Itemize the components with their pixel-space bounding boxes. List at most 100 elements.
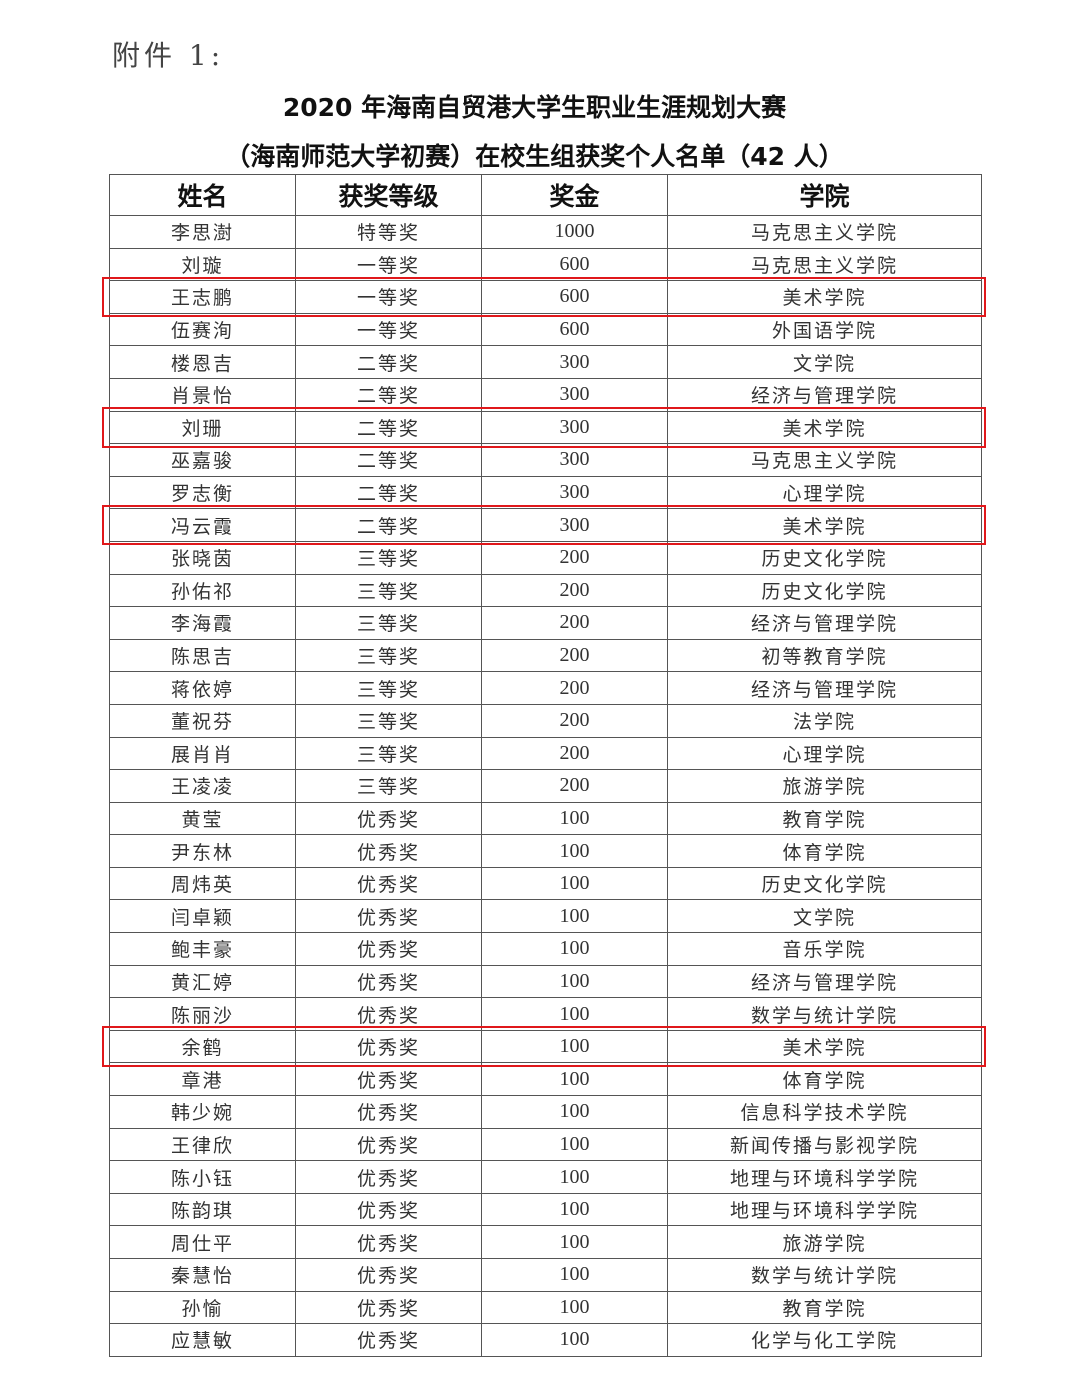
cell-name: 孙佑祁 <box>109 573 296 608</box>
cell-prize: 1000 <box>481 215 668 249</box>
cell-prize: 100 <box>481 997 668 1031</box>
cell-level: 二等奖 <box>295 410 482 445</box>
cell-name: 肖景怡 <box>109 377 296 412</box>
cell-level: 优秀奖 <box>295 932 482 966</box>
cell-college: 数学与统计学院 <box>667 997 982 1031</box>
header-level: 获奖等级 <box>295 174 482 216</box>
cell-level: 二等奖 <box>295 377 482 412</box>
cell-name: 刘珊 <box>109 410 296 445</box>
cell-college: 化学与化工学院 <box>667 1323 982 1357</box>
table-row: 闫卓颖 优秀奖 100 文学院 <box>109 899 982 934</box>
header-name: 姓名 <box>109 174 296 216</box>
cell-prize: 100 <box>481 1160 668 1194</box>
cell-name: 展肖肖 <box>109 736 296 771</box>
cell-prize: 300 <box>481 475 668 510</box>
cell-name: 韩少婉 <box>109 1095 296 1129</box>
cell-level: 优秀奖 <box>295 1127 482 1162</box>
cell-prize: 100 <box>481 1029 668 1064</box>
cell-level: 三等奖 <box>295 606 482 640</box>
cell-college: 文学院 <box>667 899 982 934</box>
cell-college: 文学院 <box>667 345 982 379</box>
cell-name: 陈小钰 <box>109 1160 296 1194</box>
cell-college: 地理与环境科学学院 <box>667 1160 982 1194</box>
cell-name: 王志鹏 <box>109 280 296 314</box>
cell-college: 美术学院 <box>667 410 982 445</box>
cell-name: 罗志衡 <box>109 475 296 510</box>
cell-name: 董祝芬 <box>109 703 296 738</box>
table-row: 王凌凌 三等奖 200 旅游学院 <box>109 769 982 803</box>
cell-name: 应慧敏 <box>109 1323 296 1357</box>
cell-level: 特等奖 <box>295 215 482 249</box>
cell-prize: 100 <box>481 834 668 868</box>
cell-level: 优秀奖 <box>295 1323 482 1357</box>
cell-prize: 200 <box>481 573 668 608</box>
cell-level: 优秀奖 <box>295 1095 482 1129</box>
cell-college: 经济与管理学院 <box>667 671 982 705</box>
cell-college: 体育学院 <box>667 834 982 868</box>
cell-name: 秦慧怡 <box>109 1258 296 1292</box>
cell-level: 优秀奖 <box>295 866 482 901</box>
table-row: 冯云霞 二等奖 300 美术学院 <box>109 508 982 542</box>
table-row: 陈丽沙 优秀奖 100 数学与统计学院 <box>109 997 982 1031</box>
cell-level: 优秀奖 <box>295 997 482 1031</box>
award-table: 姓名 获奖等级 奖金 学院 李思澍 特等奖 1000 马克思主义学院 刘璇 一等奖 600 马… <box>109 174 982 1357</box>
cell-prize: 200 <box>481 606 668 640</box>
table-row: 陈思吉 三等奖 200 初等教育学院 <box>109 638 982 673</box>
cell-college: 马克思主义学院 <box>667 443 982 477</box>
cell-college: 新闻传播与影视学院 <box>667 1127 982 1162</box>
cell-college: 心理学院 <box>667 475 982 510</box>
cell-level: 三等奖 <box>295 671 482 705</box>
cell-prize: 100 <box>481 801 668 836</box>
cell-prize: 100 <box>481 1225 668 1259</box>
table-row: 韩少婉 优秀奖 100 信息科学技术学院 <box>109 1095 982 1129</box>
cell-level: 二等奖 <box>295 345 482 379</box>
cell-prize: 100 <box>481 1290 668 1325</box>
table-row: 董祝芬 三等奖 200 法学院 <box>109 703 982 738</box>
cell-name: 陈丽沙 <box>109 997 296 1031</box>
cell-college: 美术学院 <box>667 508 982 542</box>
table-row: 王志鹏 一等奖 600 美术学院 <box>109 280 982 314</box>
cell-college: 经济与管理学院 <box>667 606 982 640</box>
cell-name: 陈韵琪 <box>109 1192 296 1227</box>
cell-level: 优秀奖 <box>295 1192 482 1227</box>
cell-level: 二等奖 <box>295 475 482 510</box>
cell-level: 三等奖 <box>295 573 482 608</box>
cell-name: 尹东林 <box>109 834 296 868</box>
cell-level: 优秀奖 <box>295 1258 482 1292</box>
table-row: 黄汇婷 优秀奖 100 经济与管理学院 <box>109 964 982 999</box>
cell-prize: 100 <box>481 1323 668 1357</box>
cell-level: 二等奖 <box>295 508 482 542</box>
cell-level: 一等奖 <box>295 247 482 282</box>
cell-prize: 300 <box>481 443 668 477</box>
cell-college: 外国语学院 <box>667 312 982 347</box>
cell-prize: 100 <box>481 1258 668 1292</box>
attachment-label: 附件 1: <box>112 39 225 72</box>
cell-prize: 100 <box>481 1062 668 1097</box>
cell-college: 美术学院 <box>667 280 982 314</box>
cell-prize: 100 <box>481 932 668 966</box>
cell-name: 蒋依婷 <box>109 671 296 705</box>
cell-college: 经济与管理学院 <box>667 377 982 412</box>
cell-name: 伍赛洵 <box>109 312 296 347</box>
cell-level: 优秀奖 <box>295 1062 482 1097</box>
table-row: 孙愉 优秀奖 100 教育学院 <box>109 1290 982 1325</box>
cell-level: 优秀奖 <box>295 1290 482 1325</box>
cell-name: 冯云霞 <box>109 508 296 542</box>
header-college: 学院 <box>667 174 982 216</box>
cell-name: 黄莹 <box>109 801 296 836</box>
cell-level: 优秀奖 <box>295 1225 482 1259</box>
table-row: 楼恩吉 二等奖 300 文学院 <box>109 345 982 379</box>
table-body: 李思澍 特等奖 1000 马克思主义学院 刘璇 一等奖 600 马克思主义学院 王志鹏 一等奖 60… <box>109 215 982 1357</box>
cell-college: 历史文化学院 <box>667 573 982 608</box>
cell-level: 三等奖 <box>295 540 482 575</box>
table-row: 张晓茵 三等奖 200 历史文化学院 <box>109 540 982 575</box>
table-row: 刘璇 一等奖 600 马克思主义学院 <box>109 247 982 282</box>
cell-level: 优秀奖 <box>295 801 482 836</box>
cell-college: 马克思主义学院 <box>667 247 982 282</box>
cell-name: 章港 <box>109 1062 296 1097</box>
table-row: 展肖肖 三等奖 200 心理学院 <box>109 736 982 771</box>
cell-prize: 200 <box>481 736 668 771</box>
cell-name: 李思澍 <box>109 215 296 249</box>
cell-prize: 300 <box>481 508 668 542</box>
cell-level: 三等奖 <box>295 703 482 738</box>
